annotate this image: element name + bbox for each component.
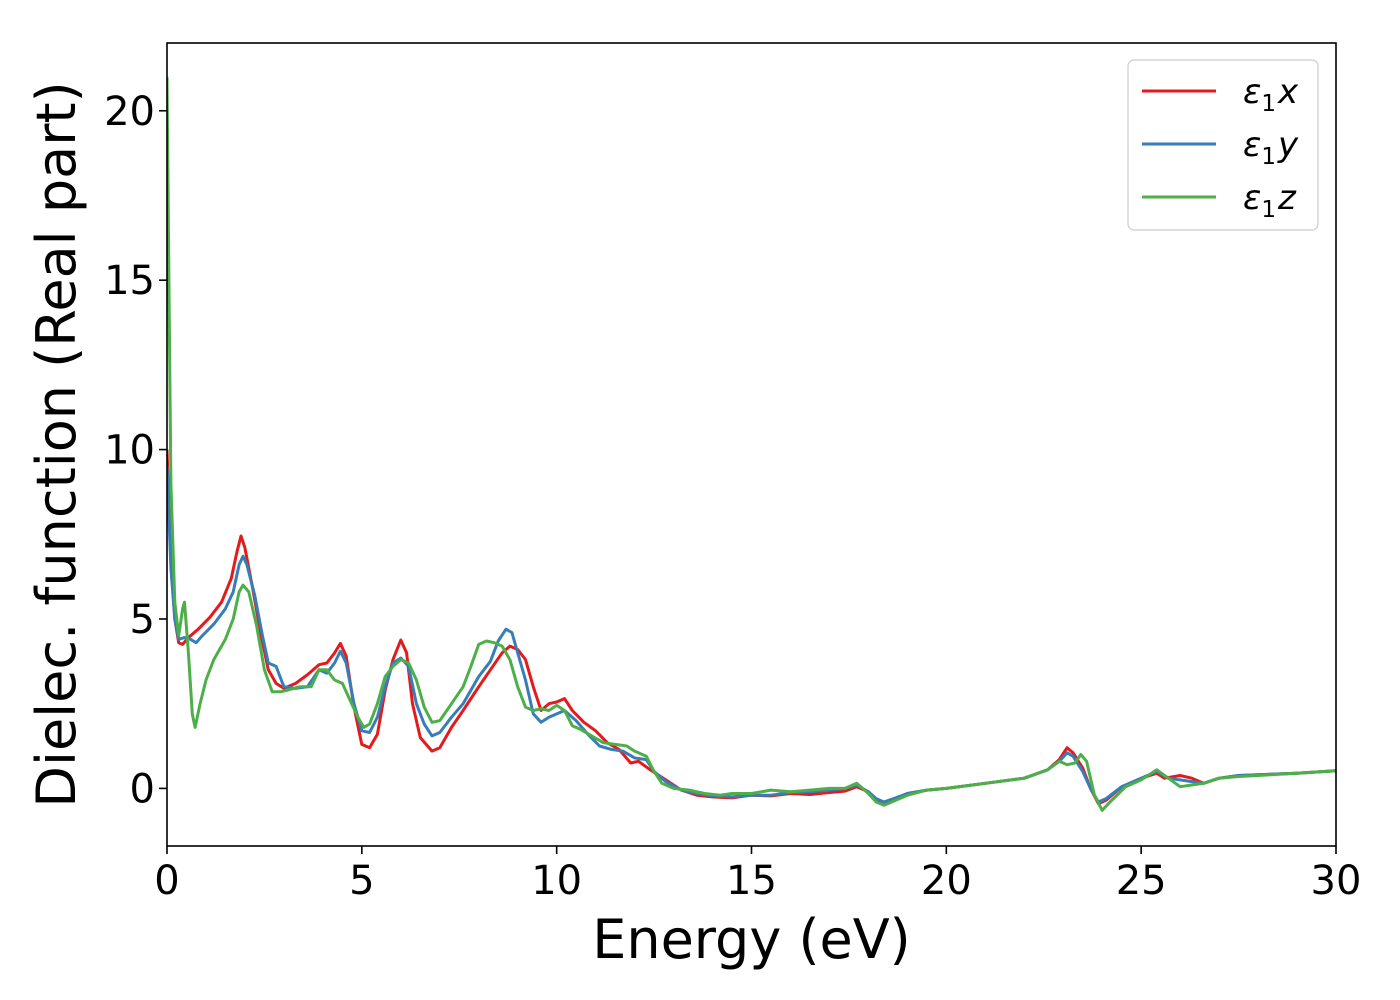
y-tick-label: 5 <box>130 597 155 643</box>
legend-box <box>1127 59 1319 231</box>
series-line-y <box>167 466 1336 804</box>
legend-label-z: ε1z <box>1243 178 1297 223</box>
x-tick-label: 20 <box>921 858 972 904</box>
x-tick-label: 5 <box>349 858 374 904</box>
x-tick-label: 15 <box>726 858 777 904</box>
series-layer <box>167 76 1336 812</box>
x-tick-label: 30 <box>1311 858 1362 904</box>
legend-item-x: ε1x <box>1142 72 1299 117</box>
legend-item-y: ε1y <box>1142 125 1299 170</box>
legend: ε1x ε1y ε1z <box>1127 59 1319 231</box>
y-tick-label: 20 <box>104 89 155 135</box>
x-tick-label: 0 <box>154 858 179 904</box>
x-tick-label: 10 <box>531 858 582 904</box>
legend-item-z: ε1z <box>1142 178 1297 223</box>
plot-frame <box>166 42 1337 847</box>
y-tick-label: 0 <box>130 766 155 812</box>
series-line-x <box>167 449 1336 806</box>
legend-label-y: ε1y <box>1243 125 1299 170</box>
y-tick-label: 15 <box>104 258 155 304</box>
y-axis-label: Dielec. function (Real part) <box>25 81 88 807</box>
x-tick-label: 25 <box>1116 858 1167 904</box>
legend-label-x: ε1x <box>1243 72 1299 117</box>
ticks-layer: 0 5 10 15 20 25 30 0 5 10 15 20 <box>104 89 1361 904</box>
y-tick-label: 10 <box>104 428 155 474</box>
series-line-z <box>167 76 1336 812</box>
x-axis-label: Energy (eV) <box>592 908 911 971</box>
